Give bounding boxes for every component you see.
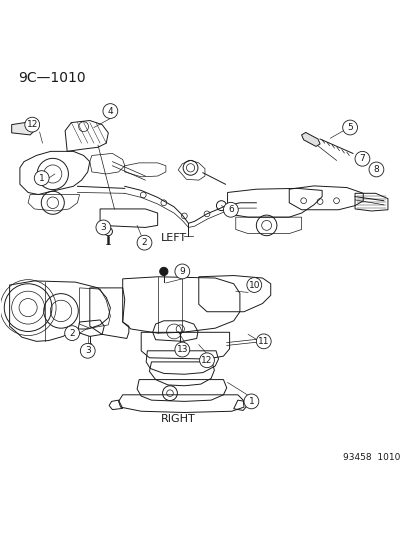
- Text: 1: 1: [248, 397, 254, 406]
- Text: 9: 9: [179, 267, 185, 276]
- Text: 3: 3: [100, 223, 106, 232]
- Text: 10: 10: [248, 280, 259, 289]
- Text: 5: 5: [347, 123, 352, 132]
- Circle shape: [243, 394, 258, 409]
- Text: 2: 2: [141, 238, 147, 247]
- Circle shape: [256, 334, 271, 349]
- Circle shape: [175, 342, 189, 357]
- Circle shape: [175, 264, 189, 279]
- Circle shape: [64, 326, 79, 341]
- Circle shape: [342, 120, 357, 135]
- Polygon shape: [301, 132, 319, 147]
- Text: 12: 12: [201, 356, 212, 365]
- Text: 6: 6: [228, 205, 233, 214]
- Text: 13: 13: [176, 345, 188, 354]
- Text: 2: 2: [69, 329, 75, 337]
- Text: 93458  1010: 93458 1010: [342, 453, 399, 462]
- Text: LEFT: LEFT: [161, 233, 187, 243]
- Circle shape: [80, 343, 95, 358]
- Text: 7: 7: [359, 154, 364, 163]
- Text: 11: 11: [257, 337, 269, 346]
- Circle shape: [137, 235, 152, 250]
- Polygon shape: [12, 122, 34, 135]
- Text: 3: 3: [85, 346, 90, 356]
- Circle shape: [354, 151, 369, 166]
- Text: 9C—1010: 9C—1010: [18, 71, 85, 85]
- Circle shape: [34, 171, 49, 185]
- Text: 8: 8: [373, 165, 378, 174]
- Circle shape: [223, 203, 237, 217]
- Circle shape: [246, 278, 261, 293]
- Circle shape: [199, 353, 214, 368]
- Circle shape: [96, 220, 111, 235]
- Circle shape: [25, 117, 40, 132]
- Text: 12: 12: [26, 120, 38, 129]
- Text: RIGHT: RIGHT: [161, 415, 195, 424]
- Text: 4: 4: [107, 107, 113, 116]
- Text: 1: 1: [39, 174, 45, 183]
- Circle shape: [159, 268, 168, 276]
- Circle shape: [103, 103, 117, 118]
- Circle shape: [368, 162, 383, 177]
